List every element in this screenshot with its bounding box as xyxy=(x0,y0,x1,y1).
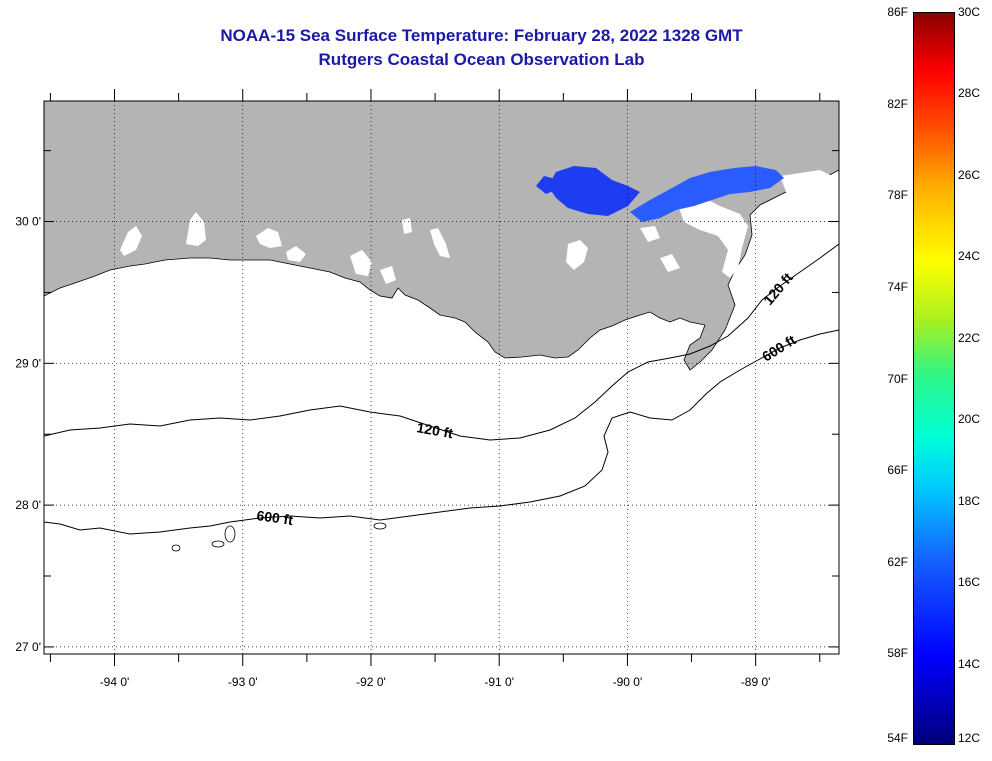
colorbar-label-c: 14C xyxy=(958,656,981,671)
lake xyxy=(780,170,838,194)
lon-tick-label: -92 0' xyxy=(356,675,386,689)
lon-tick-label: -93 0' xyxy=(228,675,258,689)
contour-600ft xyxy=(43,329,840,535)
lake xyxy=(660,254,680,272)
sst-patch xyxy=(630,166,784,222)
colorbar-label-c: 26C xyxy=(958,167,981,182)
map-frame xyxy=(43,100,840,655)
lat-tick-label: 29 0' xyxy=(15,356,41,370)
colorbar-label-f: 62F xyxy=(887,554,908,569)
graticule xyxy=(44,101,839,654)
lake xyxy=(286,246,306,262)
contour-island xyxy=(373,522,387,530)
lake xyxy=(640,226,660,242)
map-subtitle: Rutgers Coastal Ocean Observation Lab xyxy=(318,50,645,69)
lake xyxy=(256,228,282,248)
lon-tick-label: -89 0' xyxy=(741,675,771,689)
map-title: NOAA-15 Sea Surface Temperature: Februar… xyxy=(220,26,743,45)
color-scale-bar xyxy=(913,12,955,745)
colorbar-label-c: 20C xyxy=(958,412,981,427)
axis-labels: -94 0' -93 0' -92 0' -91 0' -90 0' -89 0' 30 0… xyxy=(15,215,770,689)
lon-tick-label: -94 0' xyxy=(100,675,130,689)
axis-ticks xyxy=(44,89,839,666)
colorbar-label-f: 78F xyxy=(887,188,908,203)
lake xyxy=(430,228,450,258)
lake xyxy=(380,266,396,284)
lake xyxy=(186,212,206,246)
colorbar-label-c: 28C xyxy=(958,86,981,101)
lat-tick-label: 28 0' xyxy=(15,498,41,512)
contour-label-600-west: 600 ft xyxy=(256,507,295,528)
colorbar-label-c: 16C xyxy=(958,575,981,590)
lake xyxy=(566,240,588,270)
contour-label-120-west: 120 ft xyxy=(415,419,454,441)
lake xyxy=(350,250,372,276)
colorbar-label-c: 12C xyxy=(958,731,981,745)
lon-tick-label: -91 0' xyxy=(484,675,514,689)
colorbar-label-f: 86F xyxy=(887,5,908,19)
colorbar-label-f: 74F xyxy=(887,279,908,294)
colorbar-label-f: 82F xyxy=(887,96,908,111)
contour-island xyxy=(224,525,236,543)
sst-patch xyxy=(548,166,640,216)
lat-tick-label: 30 0' xyxy=(15,215,41,229)
lake xyxy=(402,218,412,234)
lake xyxy=(676,196,748,278)
colorbar-label-c: 24C xyxy=(958,249,981,264)
sst-patch xyxy=(536,176,556,194)
colorbar-label-c: 30C xyxy=(958,5,981,19)
colorbar-label-c: 18C xyxy=(958,493,981,508)
contour-island xyxy=(171,544,181,552)
lon-tick-label: -90 0' xyxy=(613,675,643,689)
colorbar-label-f: 66F xyxy=(887,463,908,478)
colorbar-label-f: 70F xyxy=(887,371,908,386)
contour-island xyxy=(211,540,225,548)
colorbar-label-f: 58F xyxy=(887,646,908,661)
contour-120ft xyxy=(43,243,840,441)
lat-tick-label: 27 0' xyxy=(15,640,41,654)
colorbar-label-f: 54F xyxy=(887,731,908,745)
colorbar-label-c: 22C xyxy=(958,330,981,345)
lake xyxy=(120,226,142,256)
